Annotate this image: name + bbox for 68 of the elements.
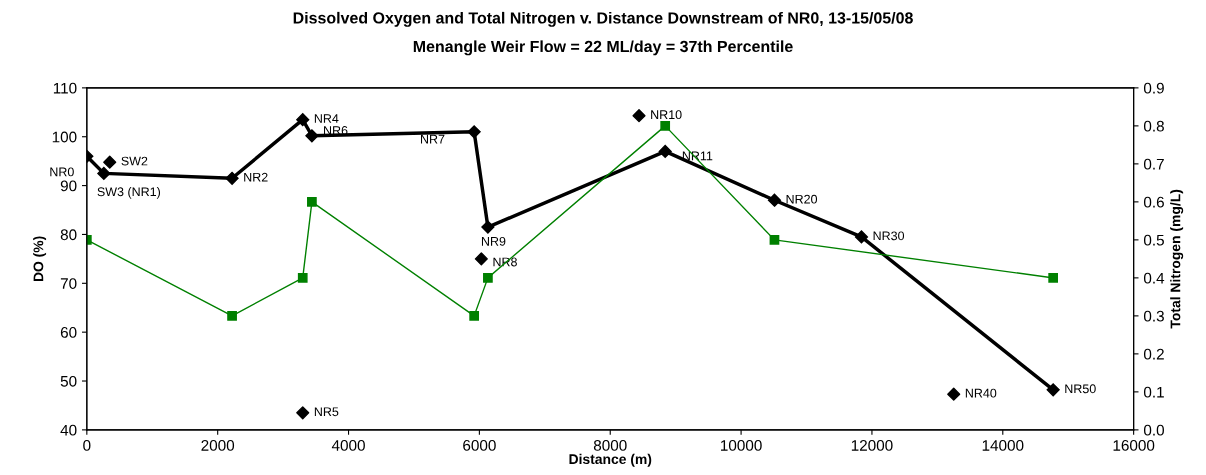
x-tick-label: 12000 — [851, 440, 893, 451]
annotation: NR0 — [50, 167, 74, 177]
annotation: NR20 — [786, 194, 818, 204]
point — [225, 171, 239, 185]
annotation: NR30 — [873, 231, 905, 241]
point — [469, 311, 480, 321]
y-tick-label: 50 — [60, 375, 77, 387]
y2-tick-label: 0.4 — [1143, 272, 1165, 284]
annotation: SW2 — [121, 156, 148, 166]
y2-tick-label: 0.3 — [1143, 310, 1164, 322]
y2-tick-label: 0.8 — [1143, 120, 1164, 132]
annotation: NR4 — [314, 114, 339, 123]
y-tick-label: 40 — [60, 424, 77, 436]
y-tick-label: 90 — [60, 180, 77, 192]
x-tick-label: 2000 — [201, 440, 235, 451]
x-axis-title: Distance (m) — [569, 453, 652, 467]
point — [297, 273, 308, 283]
annotation: NR10 — [651, 110, 682, 120]
point — [97, 166, 111, 180]
y2-tick-label: 0.7 — [1143, 158, 1164, 170]
point — [1046, 383, 1060, 397]
point — [305, 129, 319, 143]
point — [467, 125, 481, 139]
annotation: NR50 — [1065, 384, 1096, 394]
y2-tick-label: 0.5 — [1143, 234, 1164, 246]
point — [769, 235, 780, 245]
y2-tick-label: 0.9 — [1143, 82, 1164, 94]
chart-title: Dissolved Oxygen and Total Nitrogen v. Distance Downstream of NR0, 13-15/05/08 — [293, 11, 913, 27]
point — [296, 113, 310, 127]
point — [658, 144, 672, 158]
y-tick-label: 100 — [52, 131, 77, 143]
y-tick-label: 60 — [60, 327, 77, 338]
point — [474, 252, 488, 266]
y2-tick-label: 0.1 — [1143, 386, 1164, 398]
point — [947, 387, 961, 401]
x-tick-label: 6000 — [463, 440, 496, 451]
y-tick-label: 70 — [60, 278, 77, 289]
point — [227, 311, 237, 321]
point — [296, 406, 310, 420]
annotation: NR2 — [244, 172, 268, 182]
y2-axis-title: Total Nitrogen (mg/L) — [1170, 189, 1184, 329]
y-tick-label: 110 — [53, 82, 77, 94]
y-tick-label: 80 — [60, 229, 77, 241]
point — [660, 121, 671, 131]
point — [632, 109, 646, 123]
x-tick-label: 10000 — [721, 440, 762, 451]
y2-tick-label: 0.0 — [1143, 424, 1164, 436]
chart-subtitle: Menangle Weir Flow = 22 ML/day = 37th Percentile — [413, 40, 793, 56]
annotation: SW3 (NR1) — [97, 186, 161, 199]
annotation: NR9 — [481, 236, 506, 246]
y2-tick-label: 0.2 — [1143, 348, 1164, 360]
y2-tick-label: 0.6 — [1143, 196, 1164, 208]
x-tick-label: 8000 — [593, 440, 627, 451]
point — [483, 273, 493, 283]
point — [767, 193, 782, 207]
y-axis-title: DO (%) — [33, 236, 47, 282]
x-tick-label: 16000 — [1113, 440, 1155, 451]
x-tick-label: 0 — [83, 440, 91, 451]
point — [1048, 273, 1059, 283]
point — [854, 230, 869, 244]
point — [103, 155, 117, 169]
point — [307, 197, 317, 207]
point — [481, 220, 495, 234]
annotation: NR40 — [965, 388, 997, 398]
x-tick-label: 14000 — [982, 440, 1024, 451]
x-tick-label: 4000 — [331, 440, 365, 451]
annotation: NR5 — [314, 407, 339, 417]
annotation: NR7 — [421, 134, 445, 144]
